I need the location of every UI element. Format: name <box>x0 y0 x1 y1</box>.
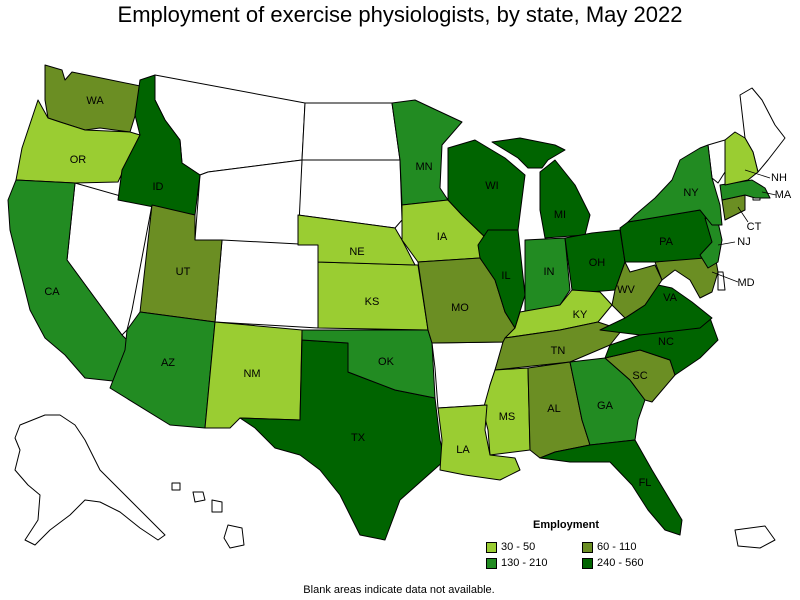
label-ID: ID <box>153 181 164 193</box>
state-MN <box>391 99 463 206</box>
leader-MA <box>761 191 777 196</box>
state-NY <box>627 144 723 226</box>
label-OR: OR <box>70 154 87 166</box>
label-MN: MN <box>415 161 432 173</box>
label-AZ: AZ <box>161 357 175 369</box>
label-CT: CT <box>747 221 762 233</box>
label-NM: NM <box>243 368 260 380</box>
label-WV: WV <box>617 284 635 296</box>
legend-swatch <box>486 557 497 569</box>
leader-NJ <box>717 241 736 246</box>
state-KY <box>504 289 613 339</box>
state-AK <box>14 414 166 546</box>
legend-label: 60 - 110 <box>597 541 637 553</box>
legend-label: 130 - 210 <box>501 557 548 569</box>
label-NY: NY <box>683 187 699 199</box>
label-TX: TX <box>351 432 366 444</box>
label-NJ: NJ <box>737 236 750 248</box>
label-MI: MI <box>554 209 566 221</box>
legend-title: Employment <box>533 519 600 531</box>
leader-NH <box>744 169 771 179</box>
leader-MD <box>711 271 739 283</box>
legend-item-60-110: 60 - 110 <box>582 541 678 553</box>
legend: Employment 30 - 50 60 - 110 130 - 210 24… <box>486 519 686 569</box>
label-NH: NH <box>771 172 787 184</box>
label-KS: KS <box>365 296 380 308</box>
legend-swatch <box>582 557 593 569</box>
label-MO: MO <box>451 302 469 314</box>
state-ND <box>301 102 401 161</box>
state-MA <box>719 179 771 201</box>
label-FL: FL <box>639 477 652 489</box>
label-LA: LA <box>456 444 470 456</box>
territory-PR <box>734 525 776 549</box>
state-HI <box>171 482 245 549</box>
state-IN <box>524 237 571 313</box>
state-IL <box>477 229 526 329</box>
legend-label: 240 - 560 <box>597 557 644 569</box>
legend-item-240-560: 240 - 560 <box>582 557 678 569</box>
label-NE: NE <box>349 246 364 258</box>
state-OR <box>15 99 141 184</box>
label-AL: AL <box>547 403 560 415</box>
state-WY <box>194 159 303 246</box>
state-ID <box>117 74 201 216</box>
label-NC: NC <box>658 336 674 348</box>
footnote: Blank areas indicate data not available. <box>0 584 800 596</box>
label-MA: MA <box>775 189 792 201</box>
label-CA: CA <box>44 286 60 298</box>
state-MI <box>491 137 591 239</box>
state-LA <box>437 404 521 481</box>
label-TN: TN <box>551 345 566 357</box>
label-IN: IN <box>544 266 555 278</box>
legend-item-130-210: 130 - 210 <box>486 557 582 569</box>
label-OK: OK <box>378 356 395 368</box>
state-FL <box>539 439 683 536</box>
label-MD: MD <box>737 277 754 289</box>
label-IA: IA <box>437 231 448 243</box>
label-UT: UT <box>176 266 191 278</box>
label-GA: GA <box>597 400 614 412</box>
legend-swatch <box>486 541 497 553</box>
label-OH: OH <box>589 257 606 269</box>
label-SC: SC <box>632 370 647 382</box>
state-WV <box>611 261 663 319</box>
state-NE <box>297 214 416 266</box>
state-CO <box>214 239 319 329</box>
label-VA: VA <box>663 292 678 304</box>
state-CA <box>7 179 128 383</box>
map-title: Employment of exercise physiologists, by… <box>117 2 683 27</box>
legend-label: 30 - 50 <box>501 541 536 553</box>
label-WI: WI <box>485 180 498 192</box>
label-IL: IL <box>501 270 510 282</box>
label-WA: WA <box>86 95 104 107</box>
legend-swatch <box>582 541 593 553</box>
label-KY: KY <box>573 309 588 321</box>
footnote-text: Blank areas indicate data not available. <box>303 584 495 596</box>
legend-item-30-50: 30 - 50 <box>486 541 582 553</box>
label-MS: MS <box>499 411 516 423</box>
leader-CT <box>737 206 749 223</box>
label-PA: PA <box>659 236 674 248</box>
